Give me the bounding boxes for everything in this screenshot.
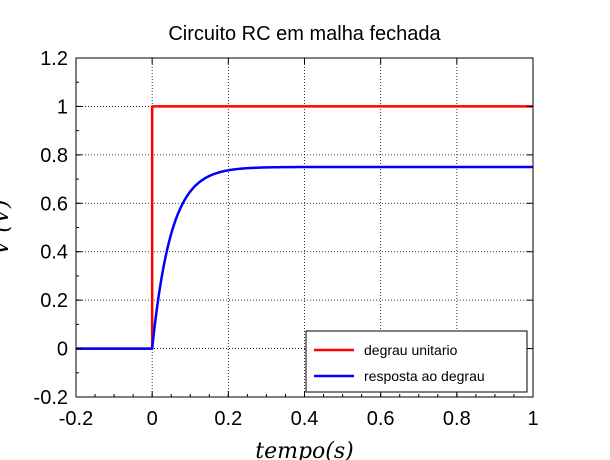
y-tick-label: 0.2 bbox=[40, 290, 68, 312]
y-axis-label: V (V) bbox=[0, 200, 14, 256]
x-tick-label: -0.2 bbox=[59, 408, 93, 430]
y-tick-label: 0.4 bbox=[40, 242, 68, 264]
y-tick-label: 0.8 bbox=[40, 145, 68, 167]
legend-box bbox=[305, 330, 528, 393]
legend-label: resposta ao degrau bbox=[364, 368, 485, 384]
x-tick-label: 1 bbox=[527, 408, 538, 430]
y-tick-label: 0.6 bbox=[40, 193, 68, 215]
x-tick-label: 0.4 bbox=[291, 408, 319, 430]
legend: degrau unitario resposta ao degrau bbox=[305, 330, 528, 393]
y-tick-label: 0 bbox=[57, 339, 68, 361]
x-tick-label: 0 bbox=[147, 408, 158, 430]
series-line-resposta-ao-degrau bbox=[76, 165, 533, 350]
x-tick-label: 0.2 bbox=[214, 408, 242, 430]
y-tick-label: -0.2 bbox=[34, 387, 68, 409]
x-tick-label: 0.8 bbox=[443, 408, 471, 430]
chart-title: Circuito RC em malha fechada bbox=[168, 23, 441, 45]
axis-ticks: -0.2 0 0.2 0.4 0.6 0.8 1 -0.2 0 0.2 0.4 0.6 0.8 1 1.2 bbox=[34, 48, 539, 430]
legend-label: degrau unitario bbox=[364, 342, 458, 358]
plot-series bbox=[76, 105, 533, 350]
x-tick-label: 0.6 bbox=[367, 408, 395, 430]
x-axis-label: tempo(s) bbox=[255, 439, 354, 460]
y-tick-label: 1.2 bbox=[40, 48, 68, 70]
y-tick-label: 1 bbox=[57, 96, 68, 118]
